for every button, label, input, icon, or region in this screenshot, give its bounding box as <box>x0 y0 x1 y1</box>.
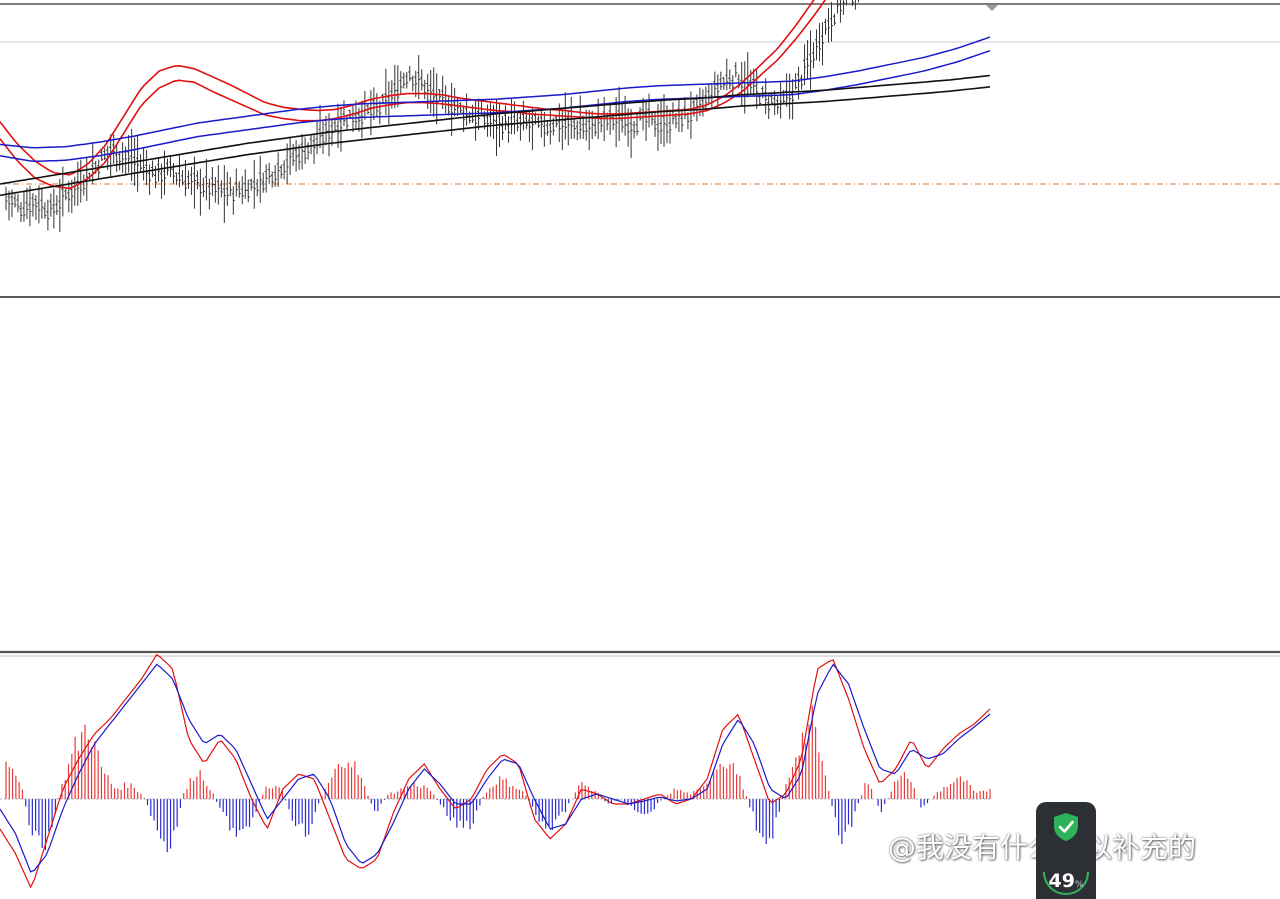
progress-ring <box>1043 871 1089 895</box>
percent-value: 49% <box>1048 870 1084 892</box>
ma-black-lower-line <box>0 86 991 197</box>
speed-badge[interactable]: 49% <box>1036 802 1096 899</box>
macd-blue-line <box>0 663 991 873</box>
shield-check-icon <box>1054 813 1078 841</box>
ma-black-upper-line <box>0 74 991 185</box>
ma-blue-lower-line <box>0 49 991 163</box>
ma-red-upper-line <box>0 0 815 176</box>
macd-red-line <box>0 653 991 889</box>
price-bars <box>4 0 862 233</box>
ma-blue-upper-line <box>0 36 991 149</box>
oscillator-panel <box>0 653 991 889</box>
moving-averages <box>0 0 991 197</box>
ma-red-lower-line <box>0 0 827 190</box>
scroll-marker-icon[interactable] <box>986 5 998 11</box>
